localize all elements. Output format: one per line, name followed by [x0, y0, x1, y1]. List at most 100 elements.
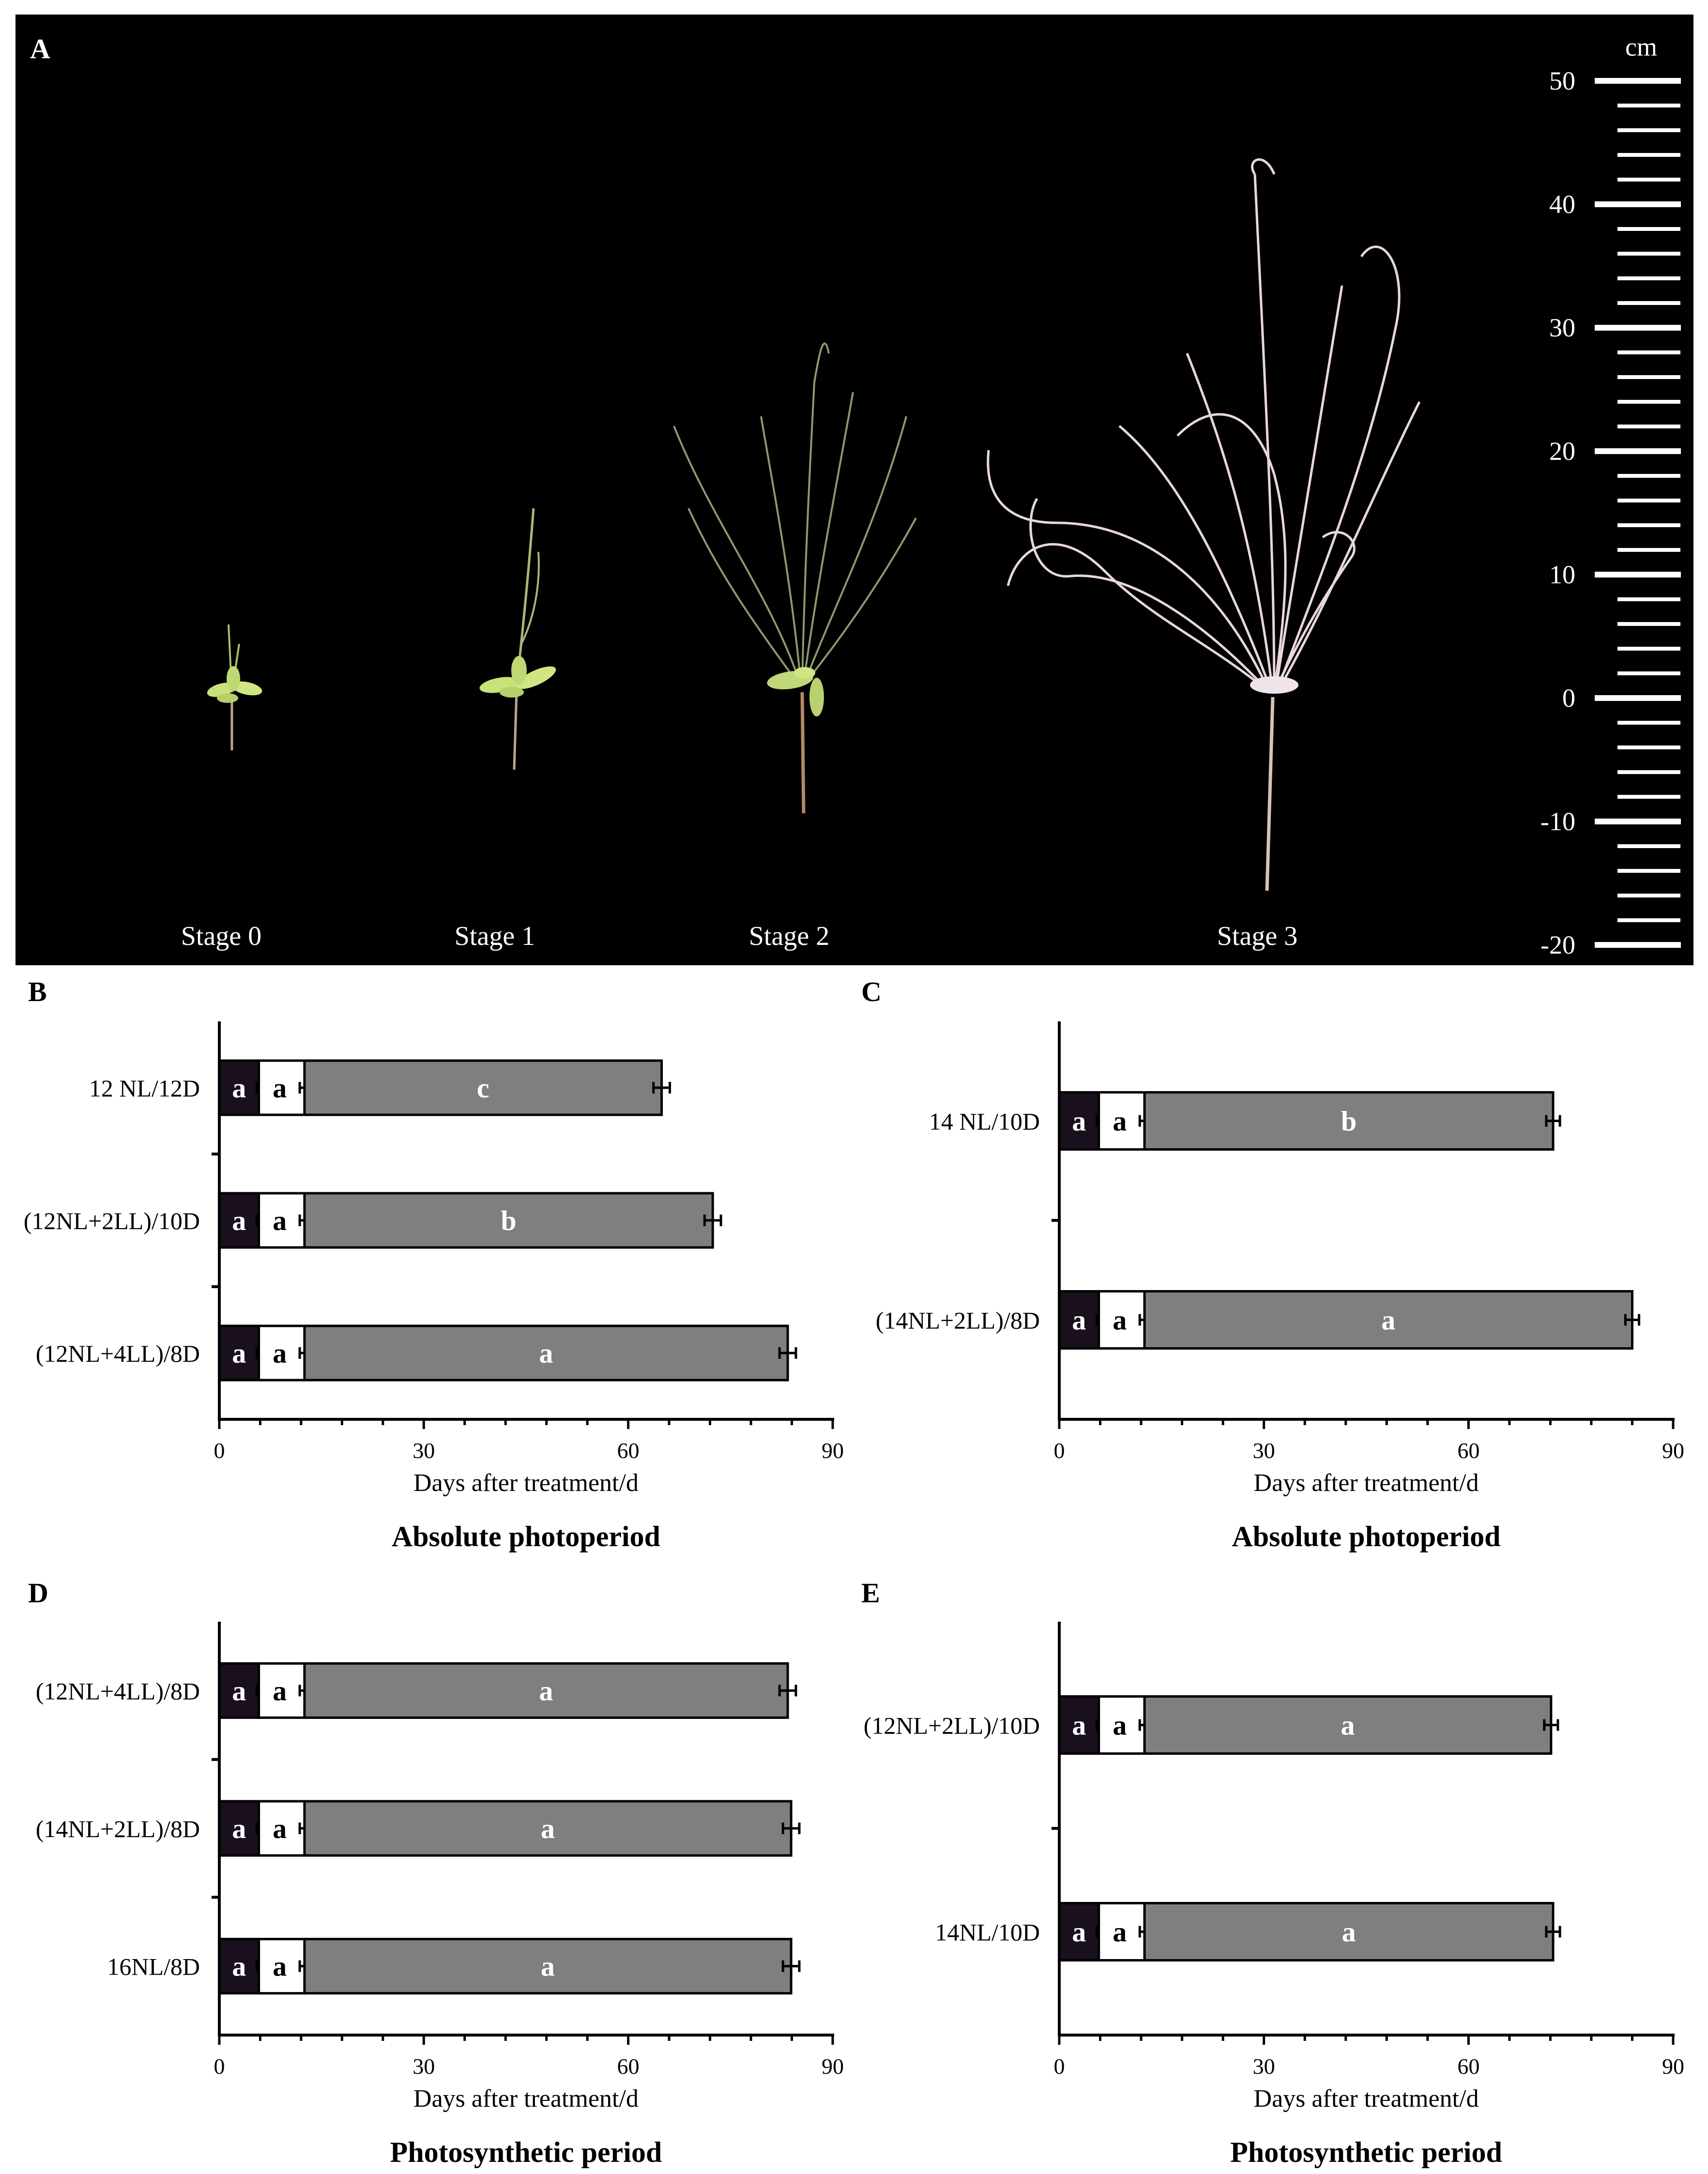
- significance-letter: c: [477, 1072, 489, 1104]
- significance-letter: a: [232, 1813, 246, 1844]
- bar-segment-3: [1143, 1290, 1633, 1350]
- scale-unit: cm: [1625, 32, 1657, 61]
- scale-minor-tick: [1617, 548, 1680, 552]
- category-label: 14NL/10D: [935, 1919, 1040, 1946]
- scale-major-tick: [1595, 942, 1681, 948]
- bar-segment-3: [303, 1800, 793, 1857]
- significance-letter: a: [273, 1951, 287, 1982]
- scale-bar: cm 50 40 30 20 10 0 -10 -20: [1540, 32, 1681, 959]
- bar-segment-3: [303, 1662, 789, 1719]
- panel-letter: B: [28, 976, 47, 1007]
- chart-title: Absolute photoperiod: [392, 1520, 660, 1552]
- scale-label: -20: [1540, 930, 1575, 959]
- bar-segment-1: [218, 1800, 260, 1857]
- category-label: (12NL+4LL)/8D: [36, 1340, 200, 1367]
- scale-minor-tick: [1617, 227, 1680, 231]
- scale-label: 10: [1549, 560, 1575, 589]
- scale-minor-tick: [1617, 499, 1680, 502]
- significance-letter: a: [273, 1813, 287, 1844]
- stage-label-1: Stage 1: [455, 921, 535, 951]
- x-tick-label: 90: [822, 2054, 844, 2079]
- significance-letter: a: [1113, 1106, 1127, 1137]
- scale-minor-tick: [1617, 350, 1680, 354]
- scale-minor-tick: [1617, 104, 1680, 107]
- scale-major-tick: [1595, 201, 1681, 207]
- category-label: (12NL+4LL)/8D: [36, 1677, 200, 1704]
- scale-major-tick: [1595, 448, 1681, 454]
- significance-letter: a: [232, 1072, 246, 1104]
- panel-letter: E: [861, 1577, 880, 1609]
- x-tick-label: 30: [1253, 2054, 1275, 2079]
- x-axis-label: Days after treatment/d: [1254, 2085, 1479, 2113]
- scale-minor-tick: [1617, 252, 1680, 256]
- scale-label: -10: [1540, 807, 1575, 836]
- scale-minor-tick: [1617, 523, 1680, 527]
- x-tick-label: 0: [1054, 2054, 1065, 2079]
- significance-letter: a: [232, 1675, 246, 1706]
- chart-title: Photosynthetic period: [1230, 2136, 1502, 2168]
- category-label: 16NL/8D: [107, 1953, 200, 1980]
- chart-b: B 12 NL/12D a a c (12NL+2LL)/10D a a b (12NL+4LL)…: [0, 968, 854, 1573]
- x-tick-label: 60: [617, 2054, 640, 2079]
- bar-segment-2: [1098, 1091, 1146, 1151]
- chart-e: E (12NL+2LL)/10D a a a 14NL/10D a a a 0 30 60 90 Days…: [854, 1573, 1708, 2174]
- x-axis-label: Days after treatment/d: [1254, 1469, 1479, 1497]
- bar-segment-2: [258, 1324, 306, 1382]
- bar-segment-1: [1058, 1290, 1100, 1350]
- scale-major-tick: [1595, 572, 1681, 578]
- x-tick-label: 0: [1054, 1438, 1065, 1463]
- scale-major-tick: [1595, 78, 1681, 84]
- stage-label-2: Stage 2: [749, 921, 829, 951]
- significance-letter: a: [232, 1338, 246, 1369]
- significance-letter: a: [1381, 1305, 1395, 1336]
- scale-major-tick: [1595, 695, 1681, 701]
- x-tick-label: 60: [617, 1438, 640, 1463]
- significance-letter: a: [1072, 1916, 1086, 1948]
- x-tick-label: 30: [412, 1438, 435, 1463]
- chart-c: C 14 NL/10D a a b (14NL+2LL)/8D a a a 0 30 60 90 Days…: [854, 968, 1708, 1573]
- bar-segment-1: [218, 1192, 260, 1249]
- stage-label-0: Stage 0: [181, 921, 261, 951]
- scale-minor-tick: [1617, 128, 1680, 132]
- scale-minor-tick: [1617, 301, 1680, 305]
- significance-letter: a: [232, 1205, 246, 1236]
- panel-a-photo: A: [15, 15, 1693, 965]
- scale-minor-tick: [1617, 425, 1680, 428]
- plant-stage-2: [673, 342, 917, 814]
- scale-minor-tick: [1617, 869, 1680, 873]
- scale-minor-tick: [1617, 375, 1680, 379]
- scale-major-tick: [1595, 325, 1681, 331]
- plant-stage-1: [479, 508, 556, 770]
- bar-segment-3: [303, 1192, 714, 1249]
- scale-minor-tick: [1617, 795, 1680, 799]
- scale-minor-tick: [1617, 745, 1680, 749]
- significance-letter: a: [273, 1338, 287, 1369]
- bar-segment-1: [218, 1662, 260, 1719]
- scale-minor-tick: [1617, 474, 1680, 478]
- x-tick-label: 0: [214, 1438, 225, 1463]
- scale-minor-tick: [1617, 647, 1680, 651]
- x-axis-label: Days after treatment/d: [413, 1469, 639, 1497]
- significance-letter: a: [273, 1675, 287, 1706]
- bar-segment-1: [1058, 1695, 1100, 1755]
- scale-minor-tick: [1617, 178, 1680, 182]
- chart-d: D (12NL+4LL)/8D a a a (14NL+2LL)/8D a a a 16NL/8D…: [0, 1573, 854, 2174]
- category-label: 14 NL/10D: [929, 1108, 1040, 1135]
- scale-label: 30: [1549, 313, 1575, 342]
- significance-letter: a: [1113, 1916, 1127, 1948]
- x-tick-label: 60: [1457, 2054, 1479, 2079]
- x-tick-label: 60: [1457, 1438, 1479, 1463]
- scale-minor-tick: [1617, 894, 1680, 897]
- significance-letter: a: [541, 1813, 555, 1844]
- scale-minor-tick: [1617, 918, 1680, 922]
- bar-segment-1: [218, 1059, 260, 1116]
- x-axis-label: Days after treatment/d: [413, 2085, 639, 2113]
- panel-letter: C: [861, 976, 882, 1007]
- bar-segment-1: [1058, 1902, 1100, 1961]
- significance-letter: a: [539, 1675, 553, 1706]
- scale-minor-tick: [1617, 153, 1680, 157]
- category-label: 12 NL/12D: [89, 1075, 200, 1102]
- significance-letter: a: [1342, 1916, 1356, 1948]
- bar-segment-3: [1143, 1902, 1555, 1961]
